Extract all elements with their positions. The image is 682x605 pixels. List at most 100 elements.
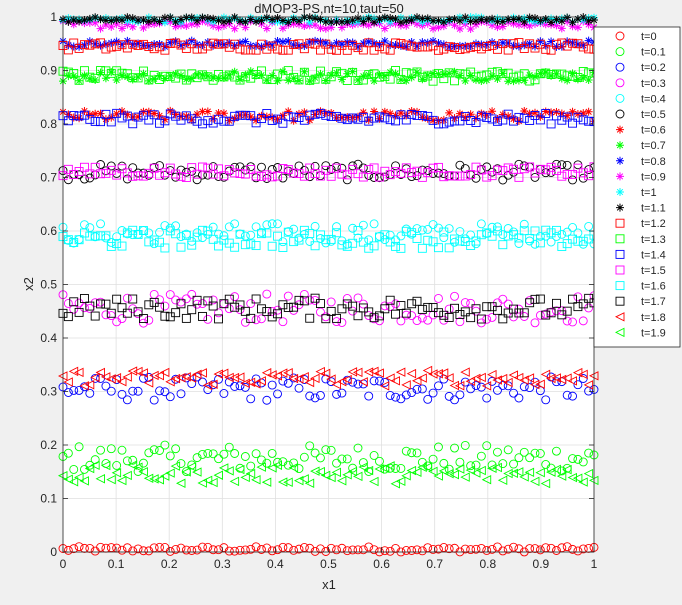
data-point: [251, 315, 261, 325]
data-point: [289, 74, 298, 83]
data-point: [230, 24, 239, 33]
data-point: [117, 545, 127, 555]
data-point: [450, 395, 459, 405]
data-point: [160, 18, 169, 27]
data-point: [562, 239, 572, 249]
data-point: [203, 448, 213, 458]
data-point: [423, 42, 433, 52]
data-point: [471, 236, 481, 246]
data-point: [235, 305, 245, 315]
data-point: [504, 77, 513, 86]
x-tick-label: 0.4: [267, 557, 284, 571]
legend-item: t=1.4: [615, 249, 666, 261]
legend-marker: [616, 188, 624, 196]
data-point: [155, 170, 164, 180]
data-point: [283, 477, 293, 488]
data-point: [444, 544, 454, 554]
data-point: [91, 109, 100, 118]
data-point: [391, 41, 400, 50]
data-point: [482, 228, 492, 238]
data-point: [224, 377, 234, 387]
data-point: [358, 172, 368, 182]
data-point: [305, 172, 315, 182]
data-point: [504, 15, 513, 24]
data-point: [133, 462, 143, 472]
data-point: [118, 71, 126, 80]
legend-item: t=0.3: [615, 78, 666, 90]
data-point: [101, 20, 110, 29]
data-point: [434, 45, 443, 55]
data-point: [343, 38, 352, 47]
data-point: [305, 391, 315, 401]
data-point: [96, 24, 105, 33]
data-point: [122, 372, 132, 382]
data-point: [225, 16, 234, 25]
data-point: [246, 165, 256, 174]
data-point: [225, 116, 234, 125]
data-point: [144, 17, 153, 26]
data-point: [117, 445, 127, 455]
data-point: [295, 16, 303, 25]
data-point: [246, 112, 255, 121]
data-point: [240, 472, 250, 483]
data-point: [380, 24, 389, 33]
data-point: [352, 471, 363, 482]
data-point: [583, 380, 594, 390]
data-point: [203, 314, 213, 324]
legend-item: t=1.9: [614, 327, 666, 339]
data-point: [283, 45, 293, 55]
data-point: [412, 234, 422, 243]
data-point: [503, 544, 513, 554]
data-point: [578, 477, 588, 487]
data-point: [455, 227, 465, 236]
data-point: [369, 219, 379, 229]
data-point: [251, 241, 261, 251]
data-point: [493, 74, 502, 83]
data-point: [552, 39, 561, 49]
data-point: [300, 22, 309, 31]
data-point: [530, 239, 540, 249]
data-point: [209, 41, 218, 50]
data-point: [203, 107, 212, 116]
data-point: [128, 171, 138, 181]
data-point: [578, 168, 588, 178]
data-point: [466, 42, 476, 52]
series-t=1.2: [58, 38, 599, 55]
data-point: [417, 243, 427, 253]
data-point: [524, 467, 535, 478]
data-point: [150, 15, 159, 24]
data-point: [96, 299, 105, 309]
data-point: [165, 377, 175, 387]
legend-item: t=1.6: [615, 281, 666, 293]
data-point: [504, 112, 513, 121]
legend-marker: [616, 125, 624, 134]
data-point: [187, 546, 197, 555]
data-point: [402, 42, 411, 51]
data-point: [251, 379, 261, 389]
data-point: [181, 467, 191, 477]
data-point: [573, 75, 582, 84]
data-point: [176, 299, 186, 309]
data-point: [144, 75, 154, 85]
data-point: [563, 37, 572, 46]
data-point: [289, 40, 299, 50]
data-point: [203, 296, 213, 306]
data-point: [246, 67, 255, 76]
data-point: [299, 474, 309, 484]
data-point: [563, 13, 572, 22]
data-point: [139, 107, 148, 116]
x-axis-title: x1: [322, 577, 336, 592]
data-point: [208, 379, 218, 390]
data-point: [395, 367, 406, 377]
data-point: [107, 68, 116, 77]
data-point: [417, 373, 427, 383]
data-point: [466, 71, 475, 80]
data-point: [289, 168, 299, 178]
data-point: [155, 302, 164, 312]
data-point: [374, 464, 384, 474]
data-point: [251, 45, 261, 55]
legend-marker: [615, 93, 625, 103]
data-point: [337, 75, 346, 84]
data-point: [143, 378, 154, 388]
series-t=1.5: [58, 162, 599, 182]
